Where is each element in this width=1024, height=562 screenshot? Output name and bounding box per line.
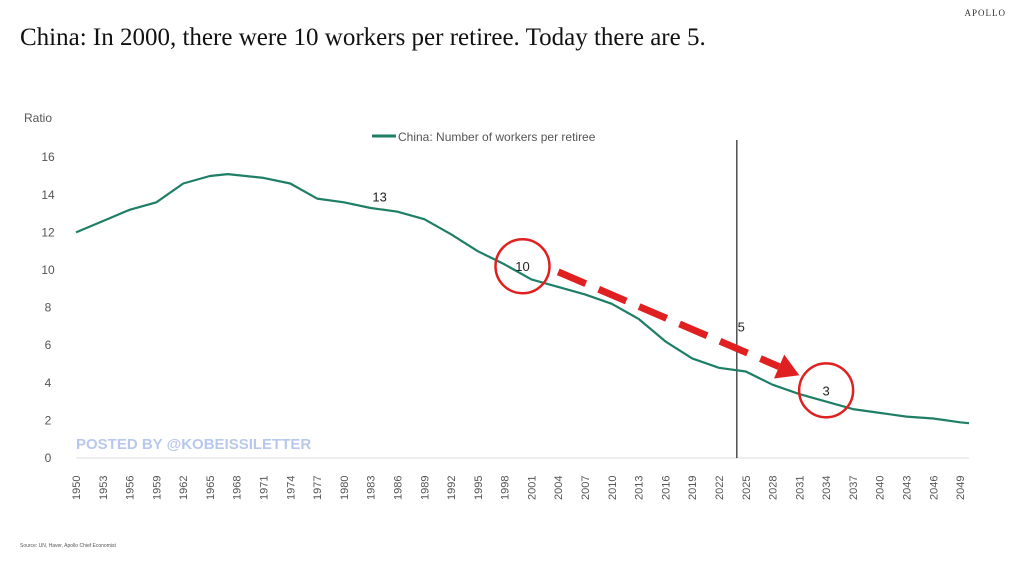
y-axis-label: Ratio: [24, 111, 52, 125]
x-tick-label: 1998: [500, 476, 512, 500]
x-tick-label: 1971: [259, 476, 271, 500]
x-tick-label: 1995: [473, 476, 485, 500]
legend: China: Number of workers per retiree: [372, 130, 596, 144]
y-tick-label: 2: [45, 413, 52, 427]
x-tick-label: 2049: [955, 476, 967, 500]
y-tick-label: 12: [41, 225, 55, 239]
y-tick-label: 10: [41, 263, 55, 277]
annotation-circle: [797, 362, 855, 419]
page-title: China: In 2000, there were 10 workers pe…: [20, 24, 706, 51]
x-tick-label: 2016: [660, 476, 672, 500]
trend-arrow-shaft: [556, 268, 781, 370]
x-tick-label: 1992: [446, 476, 458, 500]
source-note: Source: UN, Haver, Apollo Chief Economis…: [20, 543, 116, 549]
x-tick-label: 1965: [205, 476, 217, 500]
x-tick-label: 2001: [526, 476, 538, 500]
x-tick-label: 2043: [901, 476, 913, 500]
x-tick-label: 2031: [794, 476, 806, 500]
annotation-label: 13: [372, 190, 386, 205]
y-tick-label: 6: [45, 338, 52, 352]
x-tick-label: 2013: [634, 476, 646, 500]
x-tick-label: 1986: [392, 476, 404, 500]
y-tick-label: 14: [41, 188, 55, 202]
x-tick-label: 2010: [607, 476, 619, 500]
x-tick-label: 1974: [285, 476, 297, 500]
x-tick-label: 2022: [714, 476, 726, 500]
x-tick-label: 2004: [553, 476, 565, 500]
x-tick-label: 2034: [821, 476, 833, 500]
x-tick-label: 1962: [178, 476, 190, 500]
annotation-label: 3: [823, 383, 830, 398]
watermark: POSTED BY @KOBEISSILETTER: [76, 436, 311, 453]
x-tick-label: 2046: [928, 476, 940, 500]
y-tick-label: 16: [41, 150, 55, 164]
annotation-label: 10: [515, 259, 529, 274]
x-tick-label: 1989: [419, 476, 431, 500]
x-tick-label: 2040: [875, 476, 887, 500]
x-tick-label: 2037: [848, 476, 860, 500]
x-tick-label: 2019: [687, 476, 699, 500]
annotation-circle: [494, 237, 551, 295]
x-tick-label: 1959: [151, 476, 163, 500]
x-tick-label: 2007: [580, 476, 592, 500]
trend-arrow-head: [773, 354, 800, 379]
annotation-label: 5: [738, 319, 745, 334]
x-tick-label: 1950: [71, 476, 83, 500]
x-tick-label: 1980: [339, 476, 351, 500]
x-tick-label: 1968: [232, 476, 244, 500]
y-tick-label: 0: [45, 451, 52, 465]
legend-label: China: Number of workers per retiree: [398, 130, 596, 144]
apollo-logo: APOLLO: [964, 8, 1006, 18]
y-tick-label: 4: [45, 376, 52, 390]
x-tick-label: 2025: [741, 476, 753, 500]
x-tick-label: 1977: [312, 476, 324, 500]
x-tick-label: 1956: [125, 476, 137, 500]
y-tick-label: 8: [45, 301, 52, 315]
x-tick-label: 1983: [366, 476, 378, 500]
series-line: [75, 173, 970, 425]
x-tick-label: 1953: [98, 476, 110, 500]
x-tick-label: 2028: [768, 476, 780, 500]
